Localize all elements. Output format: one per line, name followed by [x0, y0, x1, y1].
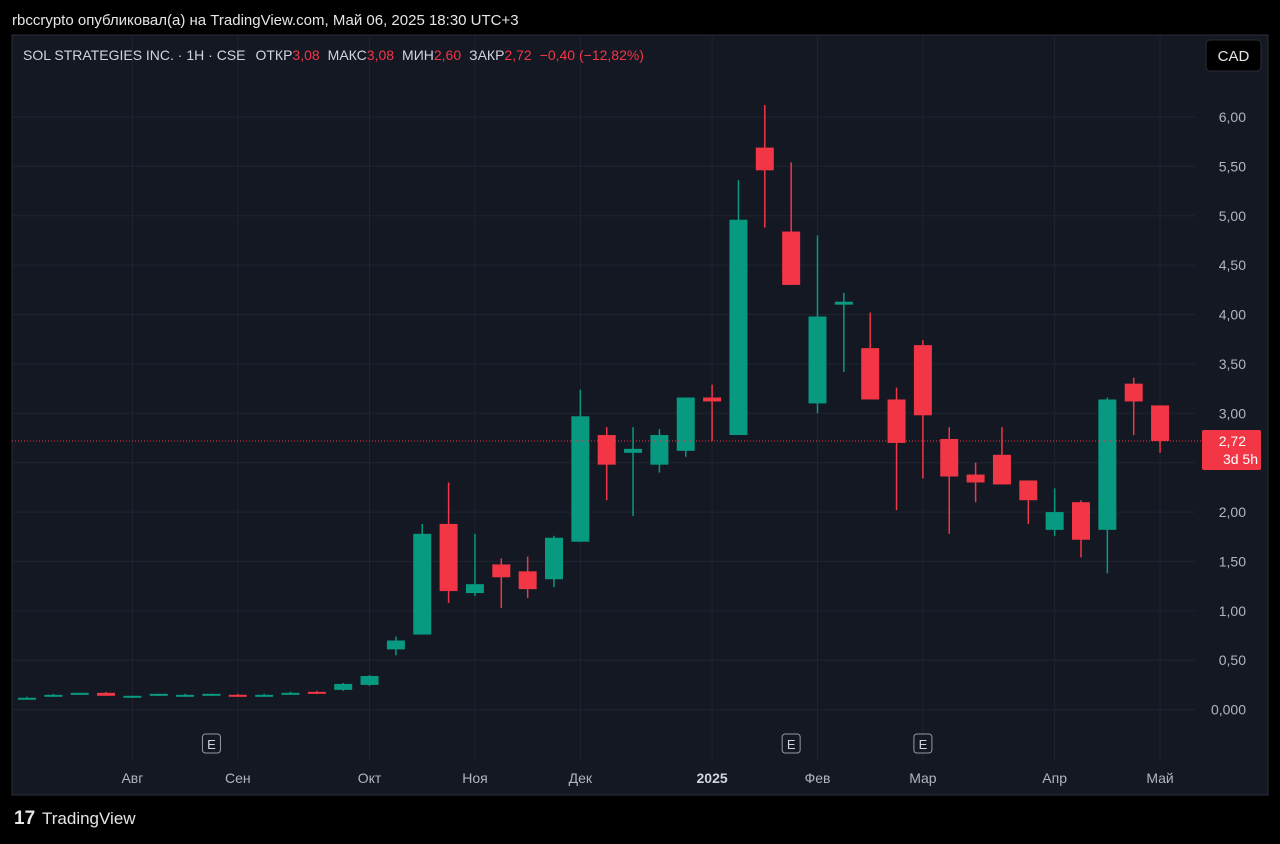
candle-body: [676, 397, 695, 451]
candle-body: [149, 693, 168, 696]
chart-panel: [11, 34, 1269, 796]
candle-body: [413, 533, 432, 635]
candle-body: [1124, 383, 1143, 402]
y-tick-label: 5,00: [1219, 208, 1246, 224]
candle-body: [887, 399, 906, 443]
event-label: E: [919, 737, 928, 752]
legend-label: МИН: [402, 47, 434, 63]
legend-value: 3,08: [367, 47, 394, 63]
x-tick-label: 2025: [697, 770, 728, 786]
candle-body: [861, 348, 880, 400]
footer: 17 TradingView: [14, 808, 136, 829]
candle-body: [1151, 405, 1170, 441]
last-price-label: 2,72: [1219, 433, 1246, 449]
legend-value: 3,08: [292, 47, 319, 63]
currency[interactable]: CAD: [1218, 48, 1250, 65]
event-label: E: [787, 737, 796, 752]
candle-body: [1045, 512, 1064, 530]
chart-title: SOL STRATEGIES INC. · 1H · CSE: [23, 47, 245, 63]
x-tick-label: Ноя: [462, 770, 487, 786]
legend-value: 2,60: [434, 47, 461, 63]
candle-body: [70, 692, 89, 695]
x-tick-label: Апр: [1042, 770, 1067, 786]
legend-label: МАКС: [328, 47, 367, 63]
candle-body: [1072, 502, 1090, 540]
candle-body: [202, 693, 221, 696]
candle-body: [228, 694, 247, 697]
y-tick-label: 1,00: [1219, 603, 1246, 619]
legend-value: 2,72: [504, 47, 531, 63]
event-box: [913, 733, 933, 754]
candle-body: [624, 448, 643, 453]
y-tick-label: 0,000: [1211, 702, 1246, 718]
candle-body: [966, 474, 985, 483]
x-tick-label: Фев: [805, 770, 831, 786]
candle-body: [255, 694, 274, 697]
y-tick-label: 4,50: [1219, 257, 1246, 273]
candle-body: [1098, 399, 1117, 530]
brand-logo: 17: [14, 808, 35, 829]
legend-change: −0,40 (−12,82%): [540, 47, 644, 63]
last-price-countdown: 3d 5h: [1223, 451, 1258, 467]
y-tick-label: 3,00: [1219, 405, 1246, 421]
candle-body: [913, 345, 932, 416]
legend-label: ЗАКР: [469, 47, 504, 63]
candles: E E E 2,72 3d 5h: [12, 105, 1261, 754]
legend-label: ОТКР: [255, 47, 292, 63]
x-tick-label: Май: [1146, 770, 1173, 786]
attribution: rbccrypto опубликовал(а) на TradingView.…: [12, 12, 519, 29]
candle-body: [782, 231, 801, 285]
candle-body: [176, 694, 195, 697]
currency-box[interactable]: [1205, 39, 1262, 72]
candle-body: [1019, 480, 1038, 501]
candle-body: [729, 219, 748, 436]
y-tick-label: 2,00: [1219, 504, 1246, 520]
y-tick-label: 0,50: [1219, 652, 1246, 668]
candle-body: [703, 397, 722, 402]
grid: 0,0000,501,001,502,002,503,003,504,004,5…: [12, 35, 1246, 786]
ohlc-legend: SOL STRATEGIES INC. · 1H · CSE ОТКР 3,08 М…: [23, 47, 644, 63]
y-tick-label: 4,00: [1219, 307, 1246, 323]
candle-body: [439, 523, 458, 592]
brand: TradingView: [42, 809, 136, 828]
candle-body: [992, 454, 1011, 485]
candle-body: [940, 438, 959, 477]
event-box: [201, 733, 221, 754]
x-tick-label: Авг: [121, 770, 143, 786]
candle-body: [465, 584, 484, 594]
candle-body: [18, 697, 36, 700]
candle-body: [97, 692, 116, 696]
x-tick-label: Мар: [909, 770, 937, 786]
candle-body: [360, 676, 379, 685]
candle-body: [281, 692, 300, 695]
y-tick-label: 3,50: [1219, 356, 1246, 372]
candle-body: [650, 435, 669, 465]
candle-body: [334, 683, 353, 690]
candle-body: [386, 640, 405, 650]
x-tick-label: Дек: [569, 770, 593, 786]
x-tick-label: Окт: [358, 770, 382, 786]
candle-body: [44, 694, 63, 697]
candle-body: [571, 416, 590, 542]
candle-body: [123, 695, 142, 698]
candle-body: [307, 691, 326, 694]
y-tick-label: 1,50: [1219, 553, 1246, 569]
candle-body: [597, 435, 616, 465]
candle-body: [808, 316, 827, 404]
y-tick-label: 5,50: [1219, 158, 1246, 174]
candle-body: [492, 564, 511, 578]
candle-body: [545, 537, 563, 580]
candle-body: [755, 147, 774, 171]
last-price-box: [1202, 429, 1261, 470]
y-tick-label: 6,00: [1219, 109, 1246, 125]
candle-body: [834, 301, 853, 305]
x-tick-label: Сен: [225, 770, 251, 786]
currency-button[interactable]: CAD: [1205, 39, 1262, 72]
candle-body: [518, 571, 537, 590]
event-box: [781, 733, 801, 754]
event-label: E: [207, 737, 216, 752]
